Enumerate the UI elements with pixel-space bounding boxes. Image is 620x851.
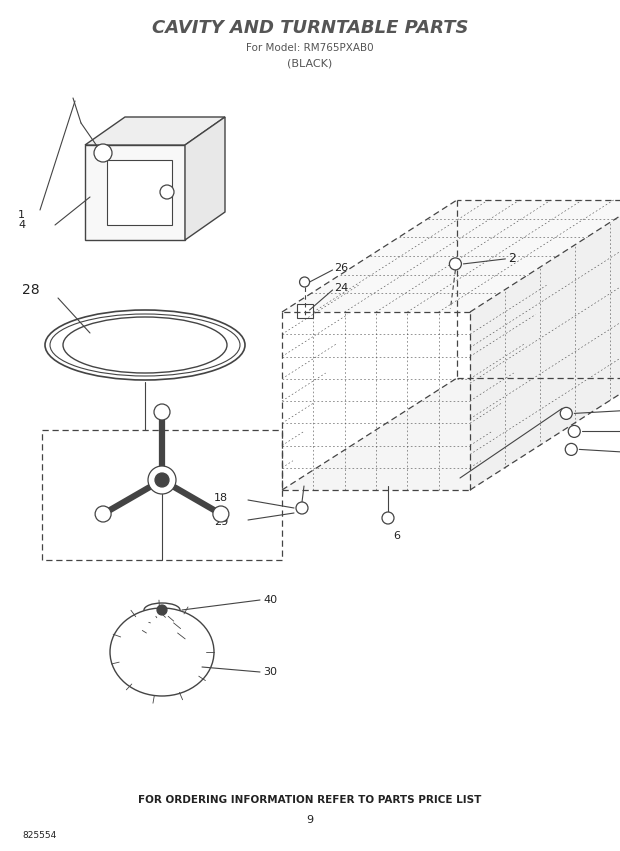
Circle shape <box>154 404 170 420</box>
Text: (BLACK): (BLACK) <box>288 58 332 68</box>
Polygon shape <box>282 200 620 312</box>
Circle shape <box>565 443 577 455</box>
Text: 40: 40 <box>263 595 277 605</box>
Circle shape <box>299 277 309 287</box>
Ellipse shape <box>45 310 245 380</box>
Circle shape <box>95 506 111 522</box>
Polygon shape <box>85 117 225 145</box>
Text: 24: 24 <box>335 283 349 293</box>
Circle shape <box>157 605 167 615</box>
Polygon shape <box>470 200 620 490</box>
Text: 26: 26 <box>335 263 348 273</box>
Circle shape <box>160 185 174 199</box>
Text: 1: 1 <box>18 210 25 220</box>
Circle shape <box>560 408 572 420</box>
Circle shape <box>94 144 112 162</box>
Bar <box>42 430 282 560</box>
Ellipse shape <box>144 603 180 617</box>
Polygon shape <box>185 117 225 240</box>
Text: 28: 28 <box>22 283 40 297</box>
Circle shape <box>450 258 461 270</box>
Circle shape <box>148 466 176 494</box>
Text: CAVITY AND TURNTABLE PARTS: CAVITY AND TURNTABLE PARTS <box>152 19 468 37</box>
Text: 4: 4 <box>18 220 25 230</box>
Ellipse shape <box>110 608 214 696</box>
Circle shape <box>569 426 580 437</box>
Circle shape <box>213 506 229 522</box>
Bar <box>107 160 172 225</box>
Text: For Model: RM765PXAB0: For Model: RM765PXAB0 <box>246 43 374 53</box>
Text: 825554: 825554 <box>22 831 56 839</box>
Polygon shape <box>85 145 185 240</box>
Circle shape <box>382 512 394 524</box>
Text: 29: 29 <box>214 517 228 527</box>
Circle shape <box>98 148 108 158</box>
Text: 9: 9 <box>306 815 314 825</box>
Text: 18: 18 <box>214 493 228 503</box>
Text: 30: 30 <box>263 667 277 677</box>
Text: 6: 6 <box>393 531 400 541</box>
Ellipse shape <box>50 314 240 376</box>
Ellipse shape <box>63 317 227 373</box>
Bar <box>296 304 312 318</box>
Polygon shape <box>282 378 620 490</box>
Text: FOR ORDERING INFORMATION REFER TO PARTS PRICE LIST: FOR ORDERING INFORMATION REFER TO PARTS … <box>138 795 482 805</box>
Circle shape <box>155 473 169 487</box>
Circle shape <box>296 502 308 514</box>
Text: 2: 2 <box>508 253 516 266</box>
